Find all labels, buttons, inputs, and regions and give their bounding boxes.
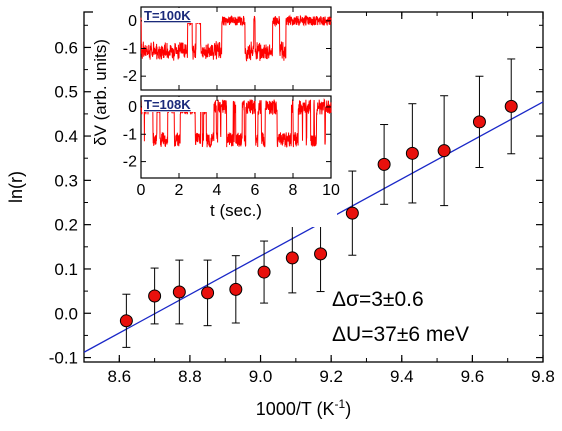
inset-noise-trace bbox=[140, 14, 332, 62]
x-axis-title-superscript: -1 bbox=[335, 397, 346, 411]
data-point bbox=[172, 285, 186, 299]
y-tick-label: 0.0 bbox=[54, 304, 78, 323]
x-tick-label: 9.8 bbox=[531, 367, 555, 386]
x-tick-label: 9.6 bbox=[461, 367, 485, 386]
inset-x-axis-title: t (sec.) bbox=[210, 201, 262, 220]
linear-fit-line bbox=[83, 101, 544, 353]
x-tick-label: 8.6 bbox=[107, 367, 131, 386]
inset-panel-tag-bg bbox=[142, 8, 210, 23]
inset-x-tick-label: 10 bbox=[322, 182, 340, 199]
data-point bbox=[229, 282, 243, 296]
x-axis-title-close: ) bbox=[345, 399, 351, 419]
y-axis-title: ln(r) bbox=[6, 171, 26, 203]
x-tick-label: 9.4 bbox=[390, 367, 414, 386]
y-tick-label: 0.4 bbox=[54, 127, 78, 146]
annotation-delta-sigma: Δσ=3±0.6 bbox=[332, 288, 424, 311]
x-axis-title: 1000/T (K-1) bbox=[256, 397, 351, 419]
inset-y-tick-label: -2 bbox=[123, 154, 137, 171]
x-tick-label: 9.2 bbox=[319, 367, 343, 386]
data-point bbox=[148, 289, 162, 303]
main-plot: 8.6 8.8 9.0 9.2 9.4 9.6 9.8 -0.1 0.0 0.1 0.2 0.3 0.4… bbox=[6, 11, 555, 419]
inset-panel-tag-bg bbox=[142, 97, 210, 112]
inset-y-tick-label: 0 bbox=[128, 99, 137, 116]
y-tick-label: 0.5 bbox=[54, 83, 78, 102]
inset-x-tick-label: 8 bbox=[289, 182, 298, 199]
data-point bbox=[472, 115, 486, 129]
inset-x-tick-label: 2 bbox=[175, 182, 184, 199]
data-point bbox=[504, 99, 518, 113]
inset-panel-tag: T=100K bbox=[144, 8, 191, 23]
inset-plot: 0 -1 -2 T=100K 0 -1 -2 T=108K 0 2 4 6 8 10 t (sec.) δV … bbox=[91, 3, 340, 227]
data-point bbox=[257, 265, 271, 279]
y-tick-label: -0.1 bbox=[49, 349, 78, 368]
data-point bbox=[437, 144, 451, 158]
inset-y-tick-label: 0 bbox=[128, 13, 137, 30]
y-tick-label: 0.2 bbox=[54, 216, 78, 235]
x-axis-title-main: 1000/T (K bbox=[256, 399, 335, 419]
y-tick-label: 0.1 bbox=[54, 260, 78, 279]
data-point bbox=[285, 251, 299, 265]
x-tick-label: 9.0 bbox=[249, 367, 273, 386]
x-tick-label: 8.8 bbox=[178, 367, 202, 386]
inset-y-tick-label: -1 bbox=[123, 41, 137, 58]
data-point bbox=[377, 157, 391, 171]
y-tick-label: 0.6 bbox=[54, 38, 78, 57]
y-tick-label: 0.3 bbox=[54, 171, 78, 190]
data-point bbox=[345, 206, 359, 220]
data-point bbox=[119, 314, 133, 328]
inset-y-tick-label: -2 bbox=[123, 68, 137, 85]
inset-y-tick-label: -1 bbox=[123, 126, 137, 143]
inset-y-axis-title: δV (arb. units) bbox=[91, 39, 110, 146]
inset-panel-tag: T=108K bbox=[144, 97, 191, 112]
data-point bbox=[314, 247, 328, 261]
data-point bbox=[201, 286, 215, 300]
inset-x-tick-label: 4 bbox=[213, 182, 222, 199]
annotation-delta-u: ΔU=37±6 meV bbox=[332, 323, 469, 346]
inset-x-tick-label: 6 bbox=[251, 182, 260, 199]
data-point bbox=[405, 146, 419, 160]
inset-x-tick-label: 0 bbox=[137, 182, 146, 199]
